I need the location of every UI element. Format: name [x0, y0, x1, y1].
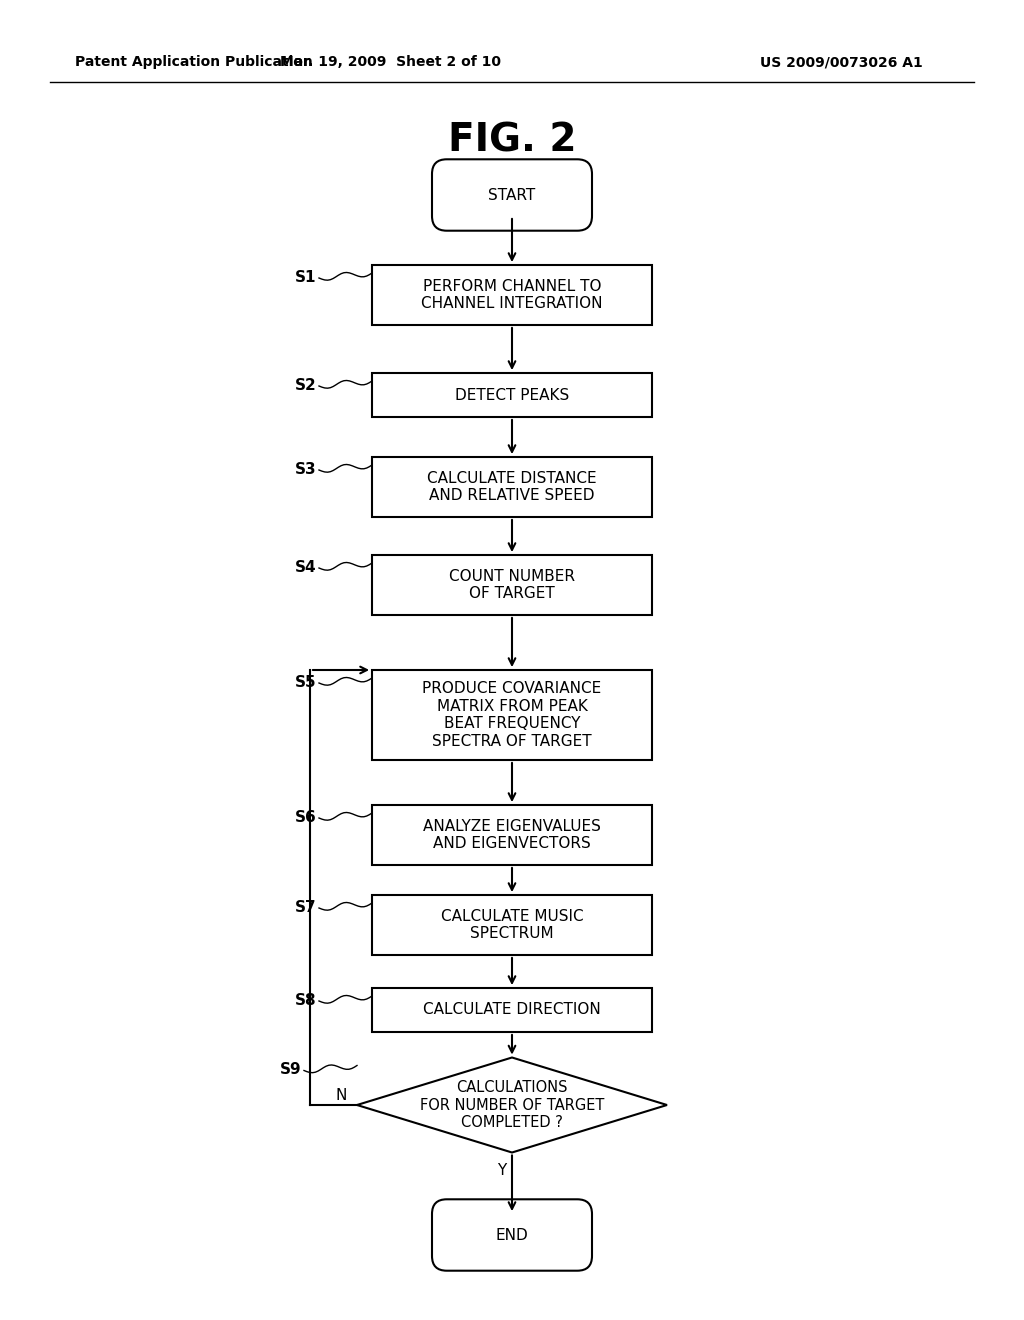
- Text: S5: S5: [295, 675, 316, 690]
- Bar: [372, 457, 652, 517]
- Text: DETECT PEAKS: DETECT PEAKS: [455, 388, 569, 403]
- Text: N: N: [336, 1088, 347, 1102]
- Text: S7: S7: [295, 900, 316, 915]
- Text: COUNT NUMBER
OF TARGET: COUNT NUMBER OF TARGET: [449, 569, 575, 601]
- Text: S1: S1: [295, 271, 316, 285]
- Text: S6: S6: [295, 810, 316, 825]
- Text: S4: S4: [295, 560, 316, 576]
- Bar: [372, 265, 652, 325]
- Text: Y: Y: [498, 1163, 507, 1177]
- Text: CALCULATE DISTANCE
AND RELATIVE SPEED: CALCULATE DISTANCE AND RELATIVE SPEED: [427, 471, 597, 503]
- Text: S9: S9: [280, 1063, 302, 1077]
- Text: S8: S8: [295, 993, 316, 1008]
- Bar: [372, 805, 652, 865]
- FancyBboxPatch shape: [432, 160, 592, 231]
- Text: S3: S3: [295, 462, 316, 477]
- Text: Patent Application Publication: Patent Application Publication: [75, 55, 312, 69]
- FancyBboxPatch shape: [432, 1200, 592, 1271]
- Polygon shape: [357, 1057, 667, 1152]
- Text: FIG. 2: FIG. 2: [447, 121, 577, 158]
- Text: CALCULATE MUSIC
SPECTRUM: CALCULATE MUSIC SPECTRUM: [440, 908, 584, 941]
- Bar: [372, 554, 652, 615]
- Text: CALCULATIONS
FOR NUMBER OF TARGET
COMPLETED ?: CALCULATIONS FOR NUMBER OF TARGET COMPLE…: [420, 1080, 604, 1130]
- Text: CALCULATE DIRECTION: CALCULATE DIRECTION: [423, 1002, 601, 1018]
- Text: END: END: [496, 1228, 528, 1242]
- Bar: [372, 374, 652, 417]
- Bar: [372, 987, 652, 1032]
- Bar: [372, 895, 652, 954]
- Text: S2: S2: [295, 378, 316, 393]
- Bar: [372, 671, 652, 760]
- Text: PERFORM CHANNEL TO
CHANNEL INTEGRATION: PERFORM CHANNEL TO CHANNEL INTEGRATION: [421, 279, 603, 312]
- Text: START: START: [488, 187, 536, 202]
- Text: US 2009/0073026 A1: US 2009/0073026 A1: [760, 55, 923, 69]
- Text: Mar. 19, 2009  Sheet 2 of 10: Mar. 19, 2009 Sheet 2 of 10: [280, 55, 501, 69]
- Text: PRODUCE COVARIANCE
MATRIX FROM PEAK
BEAT FREQUENCY
SPECTRA OF TARGET: PRODUCE COVARIANCE MATRIX FROM PEAK BEAT…: [422, 681, 602, 748]
- Text: ANALYZE EIGENVALUES
AND EIGENVECTORS: ANALYZE EIGENVALUES AND EIGENVECTORS: [423, 818, 601, 851]
